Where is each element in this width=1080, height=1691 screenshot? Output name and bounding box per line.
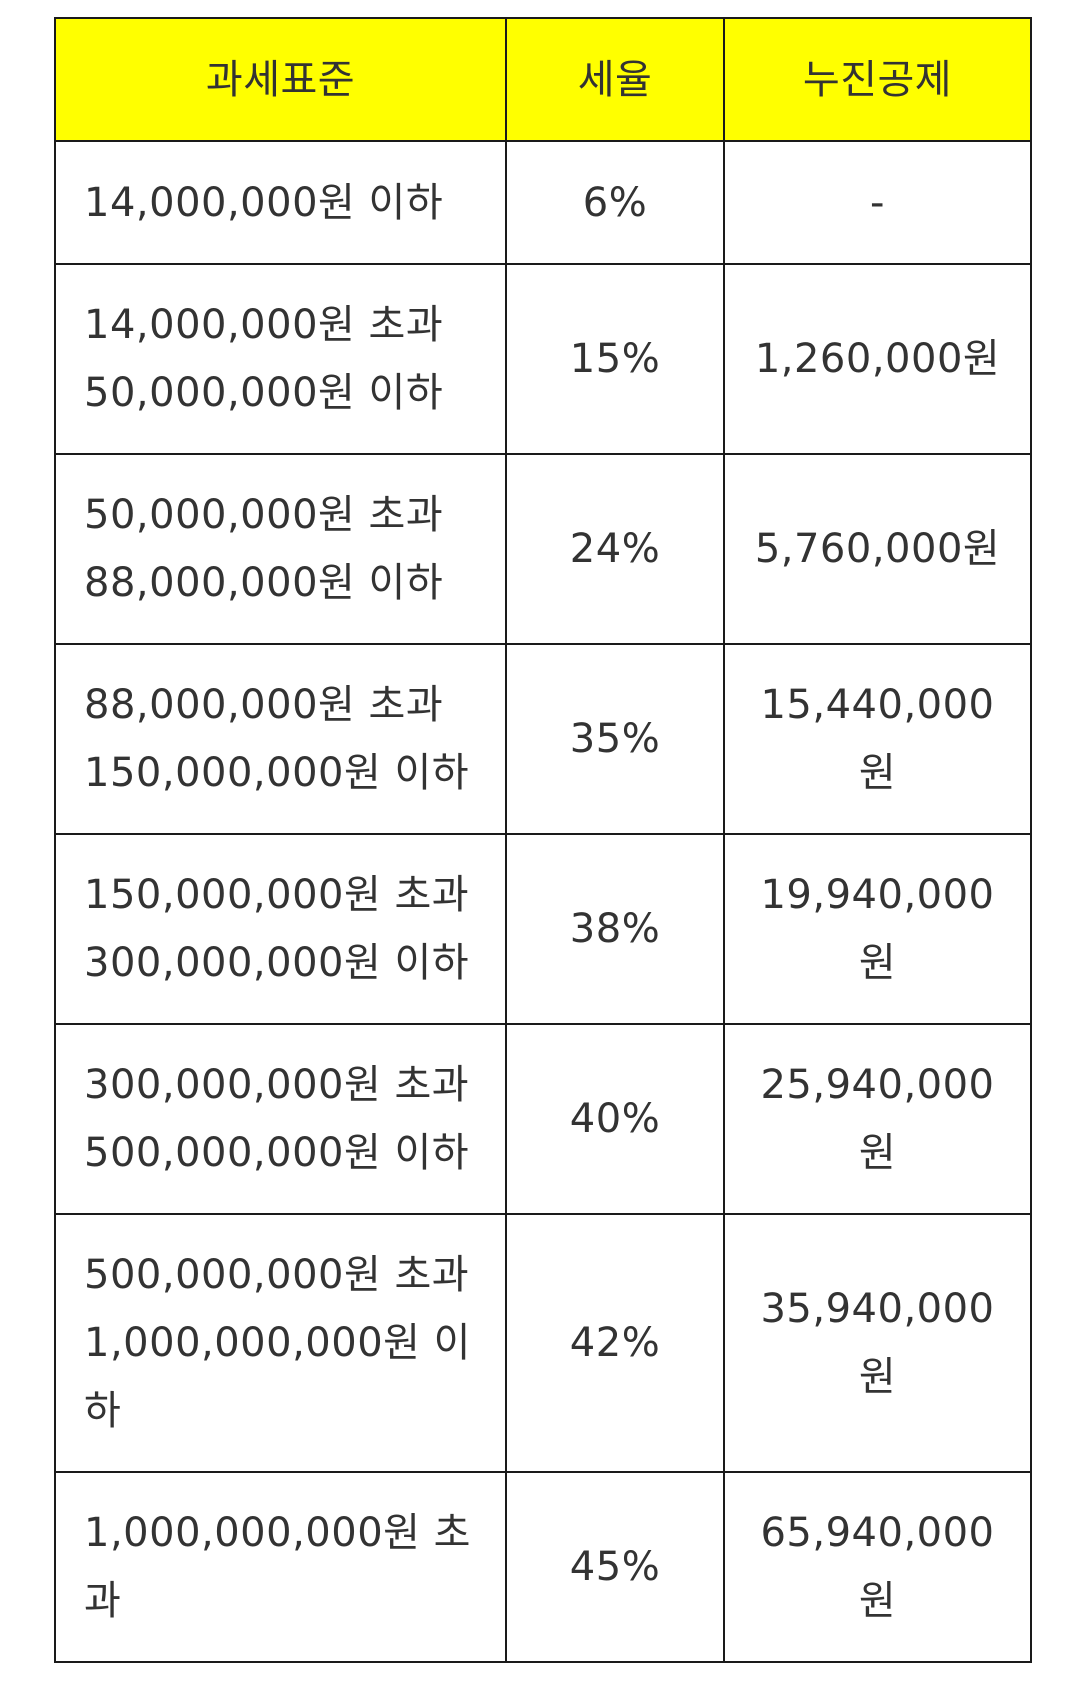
tax-base-line: 150,000,000원 이하: [84, 750, 470, 796]
table-row: 500,000,000원 초과 1,000,000,000원 이 하 42% 3…: [54, 1213, 1032, 1473]
tax-base-line: 88,000,000원 초과: [84, 682, 444, 728]
tax-rate-cell: 40%: [505, 1023, 725, 1215]
deduction-cell: 35,940,000 원: [723, 1213, 1032, 1473]
table-row: 150,000,000원 초과 300,000,000원 이하 38% 19,9…: [54, 833, 1032, 1025]
tax-rate-cell: 38%: [505, 833, 725, 1025]
deduction-line: 15,440,000: [760, 682, 995, 728]
tax-base-line: 과: [84, 1578, 122, 1624]
tax-base-line: 300,000,000원 이하: [84, 940, 470, 986]
deduction-cell: 65,940,000 원: [723, 1471, 1032, 1663]
deduction-line: 원: [858, 1130, 897, 1176]
tax-base-line: 300,000,000원 초과: [84, 1062, 470, 1108]
tax-base-line: 88,000,000원 이하: [84, 560, 444, 606]
tax-base-line: 50,000,000원 초과: [84, 492, 444, 538]
deduction-line: 19,940,000: [760, 872, 995, 918]
table-row: 14,000,000원 초과 50,000,000원 이하 15% 1,260,…: [54, 263, 1032, 455]
table-row: 88,000,000원 초과 150,000,000원 이하 35% 15,44…: [54, 643, 1032, 835]
deduction-line: -: [870, 179, 885, 226]
tax-base-line: 500,000,000원 초과: [84, 1252, 470, 1298]
tax-rate-cell: 6%: [505, 140, 725, 265]
table-row: 14,000,000원 이하 6% -: [54, 140, 1032, 265]
header-tax-base: 과세표준: [54, 17, 507, 142]
tax-rate-cell: 15%: [505, 263, 725, 455]
deduction-line: 35,940,000: [760, 1286, 995, 1332]
tax-base-cell: 14,000,000원 이하: [54, 140, 507, 265]
deduction-cell: 1,260,000원: [723, 263, 1032, 455]
deduction-line: 1,260,000원: [754, 336, 1001, 382]
deduction-line: 25,940,000: [760, 1062, 995, 1108]
tax-base-line: 500,000,000원 이하: [84, 1130, 470, 1176]
tax-base-cell: 50,000,000원 초과 88,000,000원 이하: [54, 453, 507, 645]
table-row: 50,000,000원 초과 88,000,000원 이하 24% 5,760,…: [54, 453, 1032, 645]
tax-base-line: 14,000,000원 이하: [84, 179, 444, 226]
tax-base-cell: 1,000,000,000원 초 과: [54, 1471, 507, 1663]
deduction-line: 65,940,000: [760, 1510, 995, 1556]
deduction-line: 원: [858, 940, 897, 986]
tax-base-cell: 500,000,000원 초과 1,000,000,000원 이 하: [54, 1213, 507, 1473]
table-row: 300,000,000원 초과 500,000,000원 이하 40% 25,9…: [54, 1023, 1032, 1215]
tax-rate-cell: 24%: [505, 453, 725, 645]
tax-rate-table: 과세표준 세율 누진공제 14,000,000원 이하 6% - 14,000,…: [54, 17, 1032, 1663]
tax-base-line: 1,000,000,000원 이: [84, 1320, 471, 1366]
deduction-line: 5,760,000원: [754, 526, 1001, 572]
deduction-cell: 25,940,000 원: [723, 1023, 1032, 1215]
deduction-line: 원: [858, 1354, 897, 1400]
header-progressive-deduction: 누진공제: [723, 17, 1032, 142]
tax-base-cell: 88,000,000원 초과 150,000,000원 이하: [54, 643, 507, 835]
tax-base-line: 1,000,000,000원 초: [84, 1510, 471, 1556]
tax-rate-cell: 42%: [505, 1213, 725, 1473]
tax-base-cell: 14,000,000원 초과 50,000,000원 이하: [54, 263, 507, 455]
table-header-row: 과세표준 세율 누진공제: [54, 17, 1032, 142]
tax-rate-cell: 35%: [505, 643, 725, 835]
tax-base-line: 14,000,000원 초과: [84, 302, 444, 348]
deduction-line: 원: [858, 1578, 897, 1624]
header-tax-rate: 세율: [505, 17, 725, 142]
tax-base-cell: 150,000,000원 초과 300,000,000원 이하: [54, 833, 507, 1025]
tax-base-line: 150,000,000원 초과: [84, 872, 470, 918]
table-row: 1,000,000,000원 초 과 45% 65,940,000 원: [54, 1471, 1032, 1663]
tax-base-cell: 300,000,000원 초과 500,000,000원 이하: [54, 1023, 507, 1215]
tax-base-line: 하: [84, 1388, 122, 1434]
deduction-line: 원: [858, 750, 897, 796]
tax-rate-cell: 45%: [505, 1471, 725, 1663]
deduction-cell: 15,440,000 원: [723, 643, 1032, 835]
deduction-cell: 5,760,000원: [723, 453, 1032, 645]
tax-base-line: 50,000,000원 이하: [84, 370, 444, 416]
deduction-cell: -: [723, 140, 1032, 265]
deduction-cell: 19,940,000 원: [723, 833, 1032, 1025]
